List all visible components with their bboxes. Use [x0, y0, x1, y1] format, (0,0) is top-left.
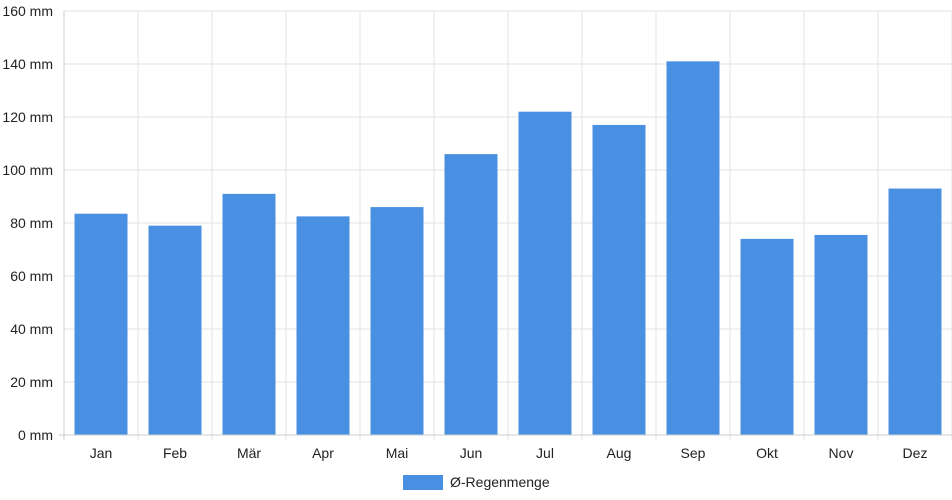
y-tick-label: 100 mm: [2, 162, 53, 178]
bar-nov[interactable]: [814, 234, 868, 435]
legend-label[interactable]: Ø-Regenmenge: [450, 474, 550, 490]
x-tick-label: Jan: [90, 445, 113, 461]
axes: 0 mm 20 mm 40 mm 60 mm 80 mm 100 mm 120 mm 140 …: [2, 3, 952, 461]
x-tick-label: Feb: [163, 445, 187, 461]
y-tick-label: 120 mm: [2, 109, 53, 125]
y-tick-label: 160 mm: [2, 3, 53, 19]
x-tick-label: Jul: [536, 445, 554, 461]
y-tick-label: 60 mm: [10, 268, 53, 284]
bar-jan[interactable]: [74, 213, 128, 435]
x-tick-label: Apr: [312, 445, 334, 461]
bar-apr[interactable]: [296, 216, 350, 435]
bar-mai[interactable]: [370, 207, 424, 435]
y-tick-label: 80 mm: [10, 215, 53, 231]
bar-aug[interactable]: [592, 124, 646, 435]
x-tick-label: Sep: [681, 445, 706, 461]
y-tick-label: 20 mm: [10, 374, 53, 390]
x-tick-label: Dez: [903, 445, 928, 461]
bar-feb[interactable]: [148, 225, 202, 435]
x-tick-label: Aug: [607, 445, 632, 461]
grid: [63, 10, 952, 440]
bar-jun[interactable]: [444, 154, 498, 435]
bar-okt[interactable]: [740, 238, 794, 435]
legend[interactable]: Ø-Regenmenge: [403, 474, 550, 490]
x-tick-label: Nov: [829, 445, 854, 461]
bar-jul[interactable]: [518, 111, 572, 435]
x-tick-label: Jun: [460, 445, 483, 461]
x-tick-label: Mär: [237, 445, 261, 461]
bar-mär[interactable]: [222, 193, 276, 435]
y-tick-label: 0 mm: [18, 427, 53, 443]
bar-sep[interactable]: [666, 61, 720, 435]
y-tick-label: 140 mm: [2, 56, 53, 72]
x-tick-label: Mai: [386, 445, 409, 461]
bar-dez[interactable]: [888, 188, 942, 435]
y-tick-label: 40 mm: [10, 321, 53, 337]
bars: [74, 61, 942, 435]
legend-swatch[interactable]: [403, 475, 443, 490]
x-tick-label: Okt: [756, 445, 778, 461]
